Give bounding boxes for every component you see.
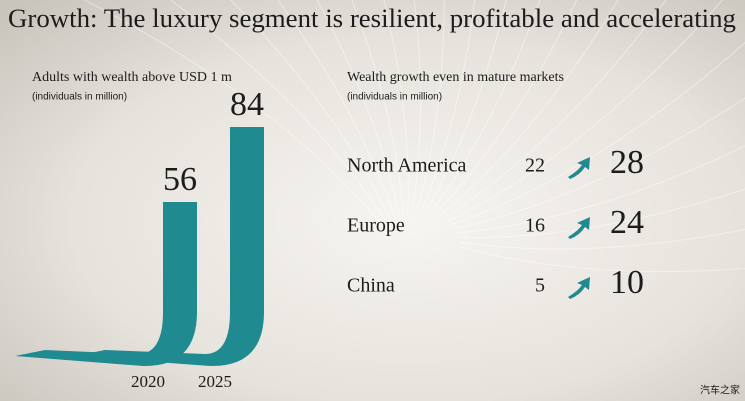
ray (443, 0, 667, 219)
value-from: 16 (525, 215, 545, 237)
ray (83, 0, 387, 230)
chart-title: Adults with wealth above USD 1 m (32, 70, 232, 85)
ray (426, 0, 507, 211)
value-to: 24 (610, 204, 644, 241)
ray (169, 0, 389, 226)
slide-title: Growth: The luxury segment is resilient,… (8, 4, 736, 33)
ray (383, 0, 409, 212)
chart-subtitle: (individuals in million) (347, 92, 442, 103)
growth-arrow (568, 217, 590, 239)
value-from: 22 (525, 155, 545, 177)
ray (316, 0, 400, 216)
ray (457, 188, 745, 239)
ray (411, 0, 422, 211)
x-tick-label: 2020 (131, 372, 165, 391)
ray (421, 0, 476, 211)
chart-subtitle: (individuals in million) (32, 92, 127, 103)
ray (435, 0, 578, 214)
watermark: 汽车之家 (700, 384, 740, 397)
ray (450, 41, 745, 226)
value-label: 56 (163, 161, 197, 198)
ray (416, 0, 445, 211)
value-to: 10 (610, 264, 644, 301)
ray (447, 0, 724, 222)
x-tick-label: 2025 (198, 372, 232, 391)
background-rays (83, 0, 745, 273)
ray (459, 228, 745, 250)
ray (351, 0, 404, 214)
growth-arrow (568, 277, 590, 299)
ray (431, 0, 541, 212)
value-label: 84 (230, 86, 264, 123)
value-to: 28 (610, 144, 644, 181)
value-from: 5 (535, 275, 545, 297)
ray (439, 0, 619, 216)
ray (277, 0, 396, 219)
growth-arrow (568, 157, 590, 179)
ray (230, 0, 393, 223)
ray (453, 97, 745, 230)
ribbon-bar (15, 202, 197, 367)
ray (459, 246, 745, 273)
category-label: Europe (347, 215, 405, 237)
ribbon-bar (75, 127, 264, 367)
category-label: China (347, 275, 395, 297)
chart-title: Wealth growth even in mature markets (347, 70, 564, 85)
category-label: North America (347, 155, 467, 177)
ray (456, 145, 745, 234)
